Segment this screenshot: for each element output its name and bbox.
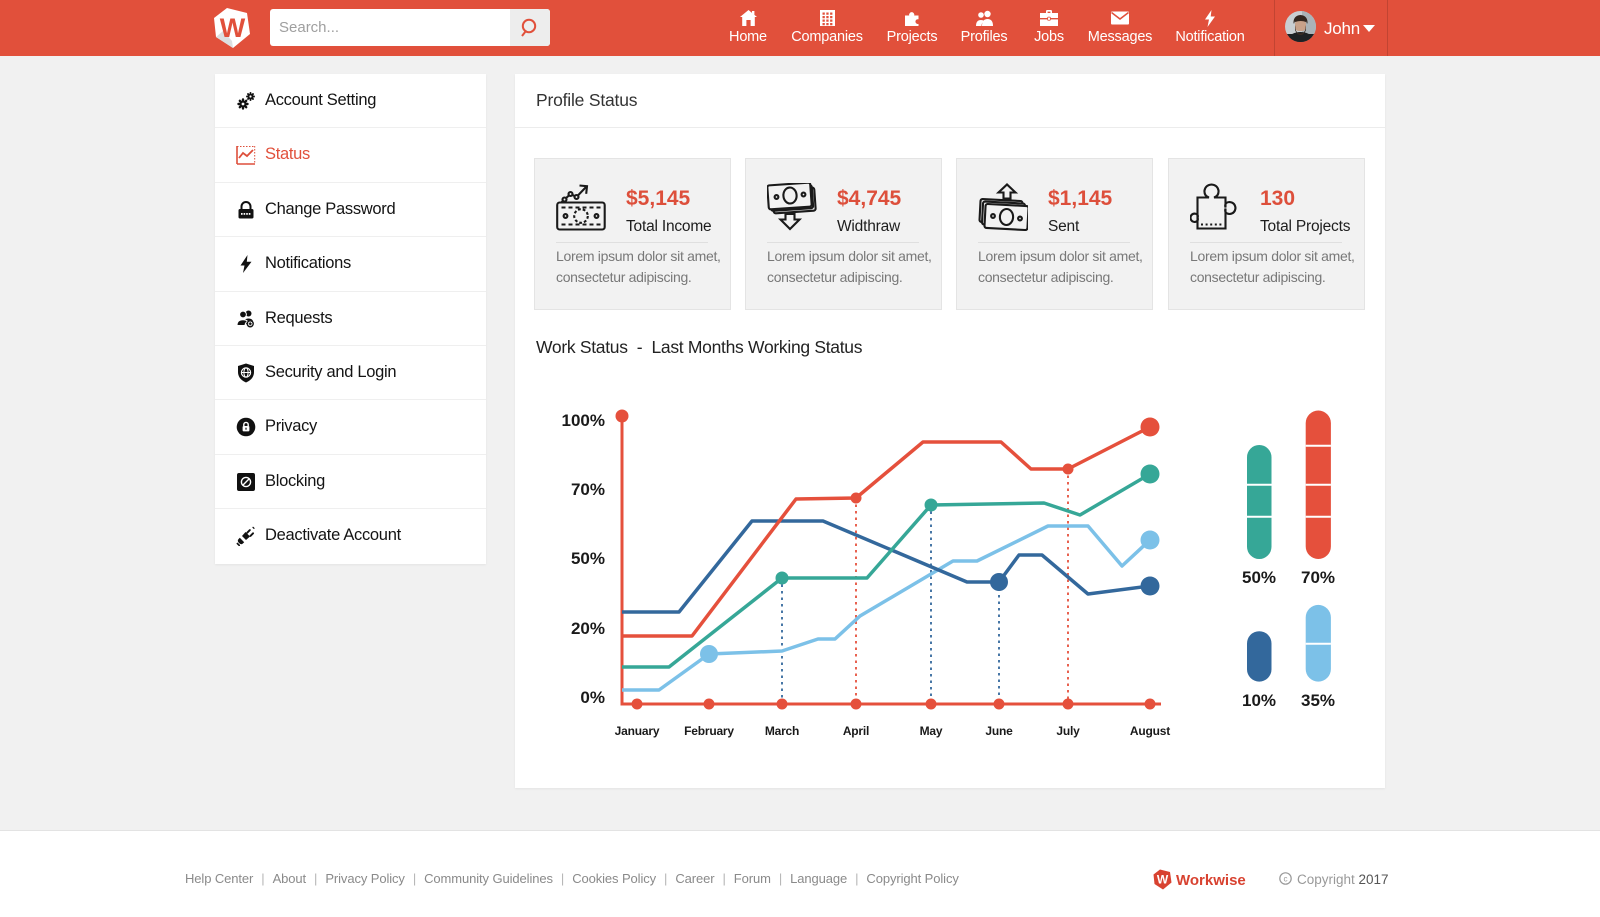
svg-text:100%: 100% xyxy=(562,411,605,430)
svg-text:35%: 35% xyxy=(1301,691,1335,710)
svg-text:March: March xyxy=(765,724,799,738)
svg-text:April: April xyxy=(843,724,869,738)
svg-text:70%: 70% xyxy=(571,480,605,499)
svg-text:February: February xyxy=(684,724,734,738)
svg-text:W: W xyxy=(1157,873,1169,887)
svg-text:July: July xyxy=(1056,724,1080,738)
svg-text:W: W xyxy=(220,13,246,43)
svg-text:10%: 10% xyxy=(1242,691,1276,710)
svg-text:January: January xyxy=(615,724,660,738)
svg-text:0%: 0% xyxy=(580,688,605,707)
svg-text:20%: 20% xyxy=(571,619,605,638)
svg-text:June: June xyxy=(985,724,1013,738)
svg-text:c: c xyxy=(1283,874,1287,883)
svg-text:70%: 70% xyxy=(1301,568,1335,587)
svg-text:50%: 50% xyxy=(1242,568,1276,587)
svg-text:August: August xyxy=(1130,724,1170,738)
svg-text:50%: 50% xyxy=(571,549,605,568)
svg-text:May: May xyxy=(920,724,943,738)
